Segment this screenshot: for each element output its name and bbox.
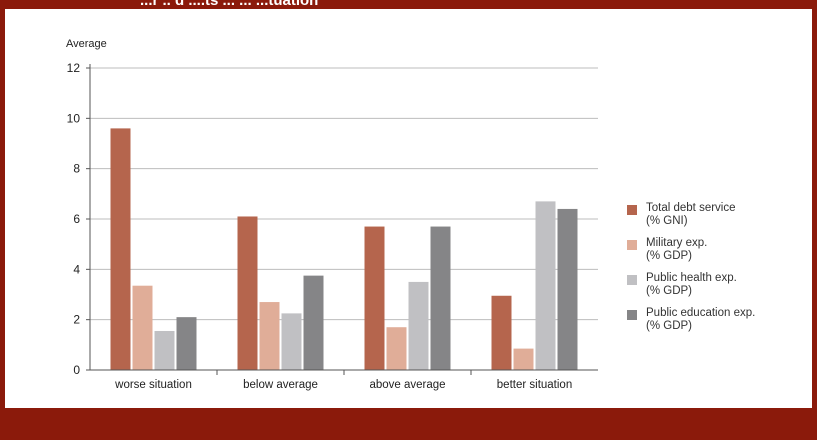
legend-item: Total debt service (% GNI)	[627, 202, 807, 228]
legend-label: Public health exp. (% GDP)	[646, 272, 737, 298]
bar-public-health-exp-above-average	[408, 281, 429, 370]
legend-swatch	[627, 275, 637, 285]
legend-item: Public education exp. (% GDP)	[627, 307, 807, 333]
bars	[110, 128, 578, 370]
legend-series-unit: (% GDP)	[646, 250, 692, 262]
bar-military-exp-above-average	[386, 327, 407, 370]
legend-item: Public health exp. (% GDP)	[627, 272, 807, 298]
legend-label: Military exp. (% GDP)	[646, 237, 707, 263]
x-tick-label: worse situation	[114, 379, 192, 391]
bar-total-debt-service-better-situation	[491, 295, 512, 370]
bar-public-health-exp-below-average	[281, 313, 302, 370]
bar-total-debt-service-worse-situation	[110, 128, 131, 370]
legend-label: Total debt service (% GNI)	[646, 202, 736, 228]
bar-military-exp-worse-situation	[132, 285, 153, 370]
legend-series-name: Total debt service	[646, 202, 736, 214]
bar-public-education-exp-worse-situation	[176, 317, 197, 370]
bar-military-exp-better-situation	[513, 348, 534, 370]
y-tick-label: 6	[73, 212, 80, 226]
legend-series-unit: (% GDP)	[646, 285, 692, 297]
legend: Total debt service (% GNI) Military exp. (%…	[627, 202, 807, 342]
legend-label: Public education exp. (% GDP)	[646, 307, 755, 333]
y-axis-label: Average	[66, 38, 107, 50]
bar-public-health-exp-better-situation	[535, 201, 556, 370]
y-tick-label: 2	[73, 313, 80, 327]
x-axis: worse situation below average above averag…	[90, 369, 598, 391]
legend-swatch	[627, 205, 637, 215]
bar-public-education-exp-above-average	[430, 226, 451, 370]
legend-item: Military exp. (% GDP)	[627, 237, 807, 263]
legend-swatch	[627, 310, 637, 320]
legend-series-name: Public education exp.	[646, 307, 756, 319]
bar-public-health-exp-worse-situation	[154, 330, 175, 370]
legend-series-unit: (% GNI)	[646, 215, 688, 227]
bar-public-education-exp-below-average	[303, 275, 324, 370]
legend-series-name: Public health exp.	[646, 272, 737, 284]
legend-series-name: Military exp.	[646, 237, 708, 249]
y-tick-label: 10	[67, 111, 81, 125]
x-tick-label: better situation	[497, 379, 572, 391]
bar-public-education-exp-better-situation	[557, 208, 578, 370]
footer-band	[0, 408, 817, 440]
x-tick-label: below average	[243, 379, 318, 391]
bar-military-exp-below-average	[259, 302, 280, 370]
header-band: ...r .. d ....ts ... ... ...tuation	[0, 0, 817, 9]
chart-title-clipped: ...r .. d ....ts ... ... ...tuation	[140, 0, 319, 9]
bar-total-debt-service-above-average	[364, 226, 385, 370]
y-tick-label: 0	[73, 363, 80, 377]
y-axis-ticks: 0 2 4 6 8 10 12	[67, 61, 91, 377]
gridlines	[90, 67, 598, 321]
legend-series-unit: (% GDP)	[646, 320, 692, 332]
y-tick-label: 4	[73, 262, 80, 276]
legend-swatch	[627, 240, 637, 250]
x-tick-label: above average	[369, 379, 445, 391]
y-tick-label: 8	[73, 162, 80, 176]
y-tick-label: 12	[67, 61, 81, 75]
bar-total-debt-service-below-average	[237, 216, 258, 370]
